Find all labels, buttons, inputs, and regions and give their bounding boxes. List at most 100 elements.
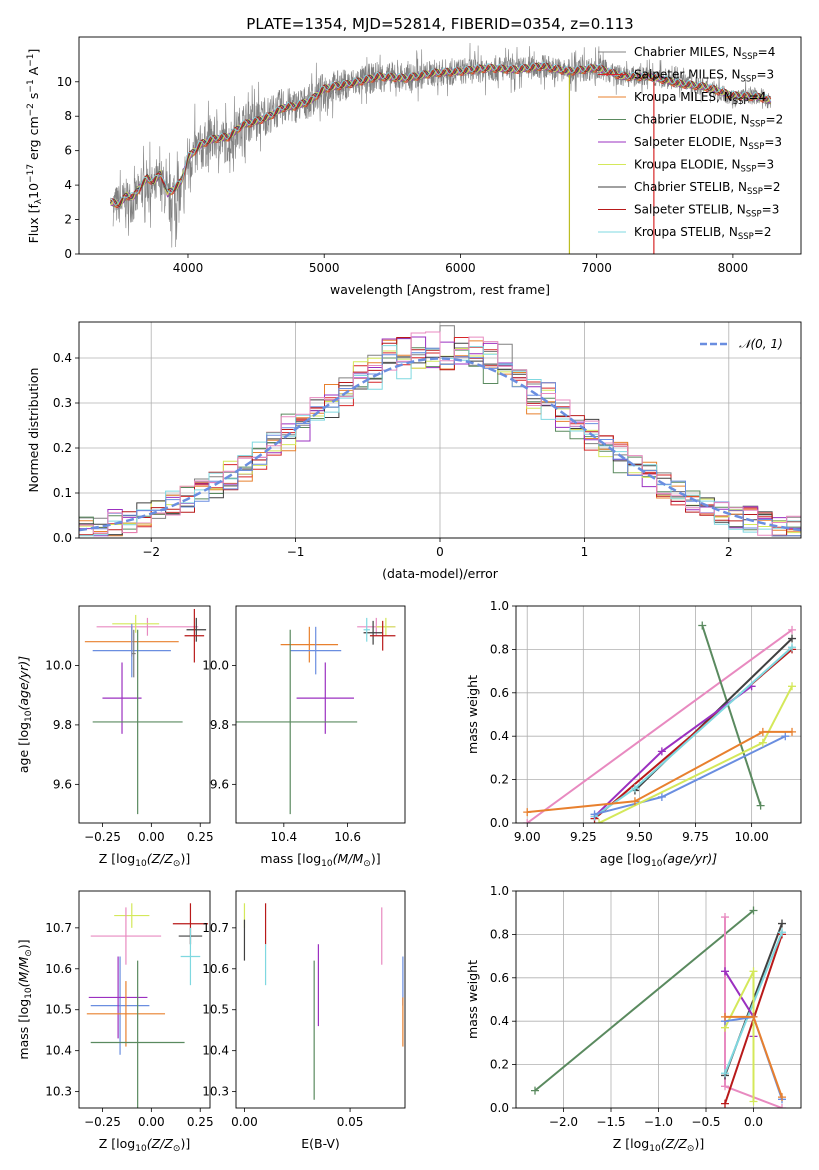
y-label-part-1: λ	[34, 198, 44, 204]
x-tick-label-1-3: 1	[581, 545, 589, 559]
x-tick-label-2-1: 0.00	[138, 830, 165, 844]
y-tick-label-6-1: 10.4	[202, 1044, 229, 1058]
x-axis-label-5: Z [log10(Z/Z⊙)]	[99, 1136, 190, 1154]
y-tick-label-4-5: 1.0	[490, 599, 509, 613]
weight-line-4-0	[526, 629, 793, 823]
weight-marker-4-1-1	[756, 801, 765, 810]
x-tick-label-1-4: 2	[725, 545, 733, 559]
y-label-part-6: s	[26, 93, 41, 104]
y-axis-label-5: mass [log10(M/M⊙)]	[16, 939, 34, 1059]
legend-entry-6: Chabrier STELIB, NSSP=2	[634, 180, 781, 197]
weight-marker-4-0-0	[523, 819, 532, 823]
subplot-3: 10.4 10.6 9.6 9.8 10.0 mass [log10(M/M⊙)]	[202, 605, 406, 869]
legend-sub-4: SSP	[748, 142, 764, 152]
y-label-sub-2: 10	[24, 710, 34, 722]
x-tick-label-7-3: −0.5	[691, 1115, 720, 1129]
x-label-sub-2: 10	[135, 859, 147, 869]
y-tick-label-7-2: 0.4	[490, 1014, 509, 1028]
legend-entry-4: Salpeter ELODIE, NSSP=3	[634, 135, 782, 152]
axes-frame-0	[78, 36, 802, 255]
axes-frame-4	[515, 605, 802, 824]
x-tick-label-3-1: 10.6	[334, 830, 361, 844]
histogram-9	[79, 347, 801, 538]
x-axis-label-3: mass [log10(M/M⊙)]	[260, 851, 380, 869]
lines-7	[531, 906, 786, 1108]
x-tick-label-0-4: 8000	[718, 261, 749, 275]
weight-marker-4-6-0	[590, 810, 599, 819]
histogram-group	[79, 325, 801, 538]
y-label-part-0: Flux [f	[26, 204, 41, 244]
y-label-part-2: 10	[26, 183, 41, 199]
legend-sub-8: SSP	[738, 232, 754, 242]
legend-suffix-3: =2	[766, 113, 784, 127]
axes-frame-7	[515, 890, 802, 1109]
y-label-part-9: −1	[26, 54, 36, 67]
weight-marker-4-8-1	[630, 797, 639, 806]
y-tick-label-6-3: 10.6	[202, 962, 229, 976]
x-label-odot-2: ⊙	[173, 859, 181, 869]
chart-title: PLATE=1354, MJD=52814, FIBERID=0354, z=0…	[246, 15, 633, 33]
y-tick-label-6-2: 10.5	[202, 1003, 229, 1017]
x-tick-label-6-1: 0.05	[337, 1115, 364, 1129]
weight-marker-7-1-0	[721, 913, 729, 922]
legend-sub-2: SSP	[733, 97, 749, 107]
legend-entry-1: Salpeter MILES, NSSP=3	[634, 68, 774, 85]
legend-suffix-0: =4	[758, 45, 776, 59]
x-tick-label-4-3: 9.75	[682, 830, 709, 844]
legend-sub-3: SSP	[750, 120, 766, 130]
x-tick-label-1-0: −2	[142, 545, 160, 559]
legend-name-8: Kroupa STELIB, N	[634, 225, 738, 239]
y-tick-label-5-2: 10.5	[45, 1003, 72, 1017]
x-label-sub-7: 10	[649, 1144, 661, 1154]
weight-marker-4-5-1	[630, 784, 639, 793]
x-label-tail-7: (Z/Z	[661, 1136, 688, 1151]
legend-sub-5: SSP	[741, 165, 757, 175]
y-tick-label-0-2: 4	[64, 178, 72, 192]
weight-marker-7-8-2	[778, 1093, 786, 1102]
y-label-odot-5: ⊙	[24, 949, 34, 957]
axes-frame-6	[235, 890, 406, 1109]
weight-marker-7-5-0	[721, 967, 729, 976]
y-tick-label-6-0: 10.3	[202, 1085, 229, 1099]
y-label-tail-2: (age/yr)]	[16, 656, 31, 711]
y-tick-label-0-4: 8	[64, 109, 72, 123]
y-tick-label-7-3: 0.6	[490, 971, 509, 985]
legend-gaussian-label: 𝒩(0, 1)	[739, 337, 783, 351]
subplot-1: −2 −1 0 1 2 0.0 0.1 0.2 0.3 0.4 𝒩(0, 1) (data-model…	[26, 321, 802, 581]
x-tick-label-2-0: −0.25	[84, 830, 121, 844]
y-tick-label-5-3: 10.6	[45, 962, 72, 976]
weight-marker-7-2-1	[778, 919, 786, 928]
legend-name-7: Salpeter STELIB, N	[634, 203, 746, 217]
x-label-odot-7: ⊙	[687, 1144, 695, 1154]
y-axis-label-7: mass weight	[465, 960, 480, 1039]
legend-name-5: Kroupa ELODIE, N	[634, 158, 741, 172]
subplot-6: 0.00 0.05 10.3 10.4 10.5 10.6 10.7 E(B-V)	[202, 890, 406, 1151]
y-label-end-5: )]	[16, 939, 31, 949]
x-label-tail-5: (Z/Z	[147, 1136, 174, 1151]
x-tick-label-7-0: −2.0	[549, 1115, 578, 1129]
gaussian-curve	[79, 357, 801, 532]
x-label-head-2: Z [log	[99, 851, 135, 866]
y-label-part-3: −17	[26, 164, 36, 183]
legend-suffix-5: =3	[756, 158, 774, 172]
lines-4	[523, 621, 797, 823]
y-tick-label-7-1: 0.2	[490, 1058, 509, 1072]
x-tick-label-0-1: 5000	[309, 261, 340, 275]
weight-marker-4-0-1	[788, 625, 797, 634]
x-tick-label-4-4: 10.00	[734, 830, 768, 844]
y-axis-label-0: Flux [fλ10−17 erg cm−2 s−1 A−1]	[26, 49, 44, 244]
x-label-end-2: )]	[180, 851, 190, 866]
legend-entry-2: Kroupa MILES, NSSP=4	[634, 90, 766, 107]
weight-marker-4-2-1	[788, 634, 797, 643]
subplot-2: −0.25 0.00 0.259.69.810.0Z [log10(Z/Z⊙)]ag…	[16, 605, 214, 869]
y-tick-label-1-0: 0.0	[53, 531, 72, 545]
legend-sub-6: SSP	[747, 187, 763, 197]
y-label-head-5: mass [log	[16, 999, 31, 1060]
weight-marker-7-4-0	[721, 1069, 729, 1078]
y-label-part-10: ]	[26, 49, 41, 54]
legend-sub-7: SSP	[746, 210, 762, 220]
subplot-0: 4000 5000 6000 7000 8000 0 2 4 6 8 10 PLATE=1354, M…	[26, 15, 802, 297]
x-label-head-3: mass [log	[260, 851, 321, 866]
